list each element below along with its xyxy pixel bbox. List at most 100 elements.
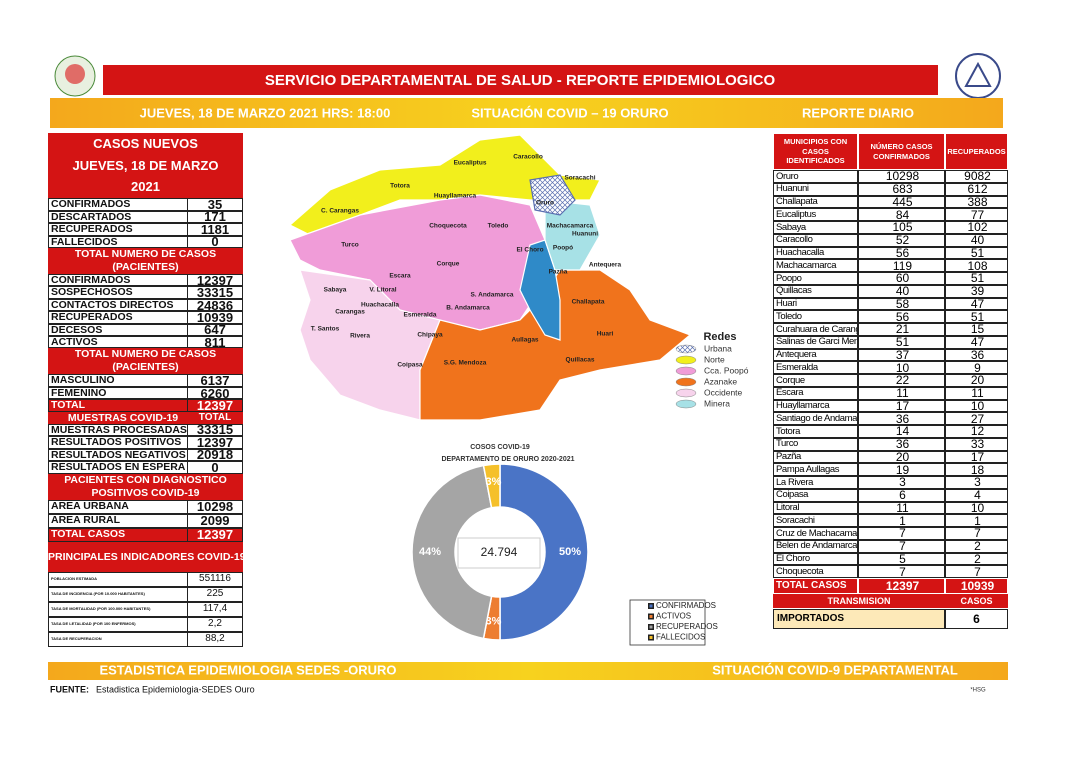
table-value: 9082 <box>945 170 1008 183</box>
map-label: Turco <box>341 242 359 249</box>
table-value: 56 <box>858 246 945 260</box>
table-municipio: Belen de Andamarca <box>773 539 858 553</box>
table-municipio: Toledo <box>773 310 858 323</box>
donut-legend-label: CONFIRMADOS <box>656 601 716 610</box>
importados-value: 6 <box>945 609 1008 629</box>
section-heading-bg <box>48 248 243 274</box>
table-value: 9 <box>945 361 1008 374</box>
table-value: 51 <box>945 310 1008 323</box>
section-heading-bg <box>48 473 243 500</box>
map-legend-swatch <box>675 388 697 398</box>
row-value: 2099 <box>187 513 243 528</box>
table-value: 683 <box>858 182 945 196</box>
row-value: 12397 <box>187 399 243 412</box>
table-municipio: Huayllamarca <box>773 399 858 413</box>
footer-bar <box>48 662 1008 680</box>
table-value: 105 <box>858 221 945 234</box>
row-label: TASA DE RECUPERACION <box>48 631 188 647</box>
table-municipio: Challapata <box>773 195 858 209</box>
map-legend-label: Minera <box>704 398 730 408</box>
table-municipio: Huanuni <box>773 182 858 196</box>
table-municipio: Poopo <box>773 272 858 285</box>
table-municipio: Sabaya <box>773 221 858 234</box>
map-label: B. Andamarca <box>446 305 490 312</box>
row-value: 12397 <box>187 274 243 287</box>
table-value: 7 <box>858 527 945 540</box>
table-municipio: Curahuara de Carangas <box>773 323 858 336</box>
table-value: 2 <box>945 539 1008 553</box>
map-label: Esmeralda <box>404 312 437 319</box>
title-bar <box>103 65 938 95</box>
donut-label: 3% <box>485 476 501 488</box>
table-municipio: Turco <box>773 437 858 451</box>
table-value: 33 <box>945 437 1008 451</box>
row-label: RECUPERADOS <box>48 223 188 236</box>
section-heading-bg <box>48 541 243 572</box>
table-value: 612 <box>945 182 1008 196</box>
table-municipio: Eucaliptus <box>773 208 858 221</box>
table-municipio: Coipasa <box>773 488 858 502</box>
table-value: 40 <box>858 284 945 298</box>
row-value: 6137 <box>187 374 243 387</box>
table-value: 19 <box>858 463 945 476</box>
row-value: 12397 <box>187 527 243 542</box>
section-heading: JUEVES, 18 DE MARZO <box>72 157 219 173</box>
map-label: S. Andamarca <box>470 292 513 299</box>
table-municipio: Oruro <box>773 170 858 183</box>
donut-segment <box>499 463 589 641</box>
row-value: 647 <box>187 323 243 336</box>
row-value: 117,4 <box>187 601 243 617</box>
section-heading: TOTAL NUMERO DE CASOS <box>74 248 217 260</box>
table-municipio: Cruz de Machacamarca <box>773 527 858 540</box>
row-label: SOSPECHOSOS <box>48 286 188 299</box>
report-title: SERVICIO DEPARTAMENTAL DE SALUD - REPORT… <box>265 72 776 89</box>
donut-label: 3% <box>485 616 501 628</box>
map-label: Aullagas <box>511 337 538 344</box>
transmision-label: TRANSMISION <box>773 594 945 608</box>
donut-legend-swatch-inner <box>649 636 653 639</box>
map-label: Escara <box>389 273 411 280</box>
section-heading: CASOS NUEVOS <box>93 136 198 151</box>
table-value: 7 <box>945 565 1008 578</box>
row-value: 12397 <box>187 436 243 449</box>
table-header: MUNICIPIOS CON CASOS IDENTIFICADOS <box>773 133 858 170</box>
map-label: Caracollo <box>513 154 543 161</box>
row-value: 225 <box>187 586 243 602</box>
donut-legend-label: FALLECIDOS <box>656 633 705 642</box>
row-label: MASCULINO <box>48 374 188 387</box>
row-value: 88,2 <box>187 631 243 647</box>
row-value: 551116 <box>187 571 243 587</box>
map-label: Eucaliptus <box>454 160 487 167</box>
table-value: 388 <box>945 195 1008 209</box>
map-label: El Choro <box>516 247 543 254</box>
donut-segment <box>482 463 501 509</box>
table-municipio: Escara <box>773 386 858 400</box>
table-value: 3 <box>945 476 1008 489</box>
map-label: Huari <box>597 331 614 338</box>
section-heading: PACIENTES CON DIAGNOSTICO <box>64 473 227 486</box>
report-type: REPORTE DIARIO <box>802 105 914 120</box>
table-value: 56 <box>858 310 945 323</box>
map-label: Quillacas <box>566 357 595 364</box>
section-heading-bg <box>48 133 243 198</box>
map-legend-label: Azanake <box>704 376 737 386</box>
row-value: 33315 <box>187 423 243 437</box>
donut-legend-swatch-inner <box>649 604 653 608</box>
table-value: 77 <box>945 208 1008 221</box>
table-value: 22 <box>858 374 945 387</box>
table-value: 20 <box>945 374 1008 387</box>
table-value: 10 <box>945 399 1008 413</box>
donut-center: 24.794 <box>481 545 518 559</box>
map-legend-swatch <box>675 355 697 365</box>
donut-legend-label: ACTIVOS <box>656 612 691 621</box>
table-value: 12 <box>945 425 1008 438</box>
table-value: 7 <box>858 565 945 578</box>
map <box>288 134 692 421</box>
table-municipio: Salinas de Garci Mendoza <box>773 335 858 349</box>
table-value: 36 <box>945 348 1008 362</box>
map-label: Chipaya <box>417 332 443 339</box>
initials: *HSG <box>970 688 986 694</box>
map-legend-swatch <box>675 366 697 376</box>
